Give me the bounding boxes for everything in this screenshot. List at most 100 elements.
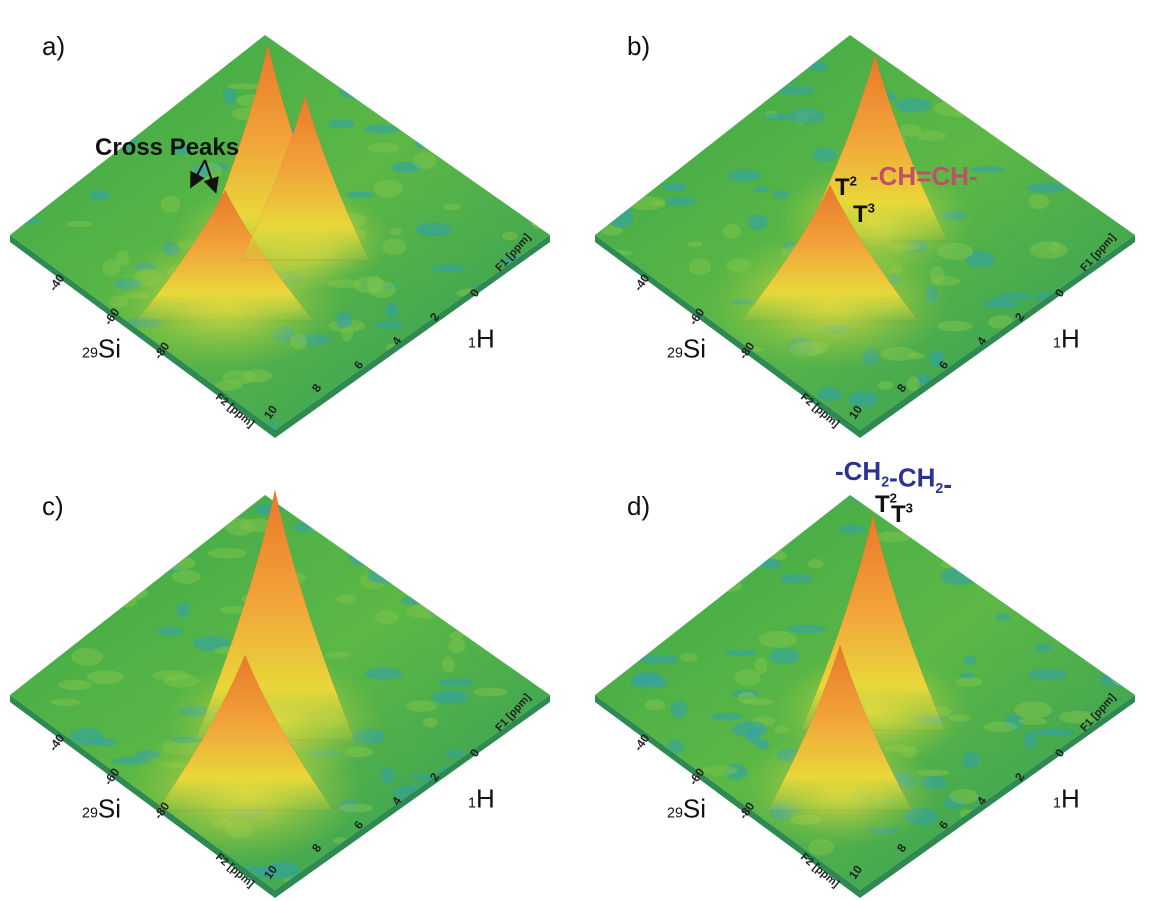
noise-spot bbox=[374, 321, 404, 329]
noise-spot bbox=[649, 522, 679, 536]
noise-spot bbox=[939, 560, 970, 569]
noise-spot bbox=[739, 418, 758, 428]
noise-spot bbox=[687, 241, 703, 248]
noise-spot bbox=[669, 320, 691, 334]
superscript: 1 bbox=[1053, 336, 1061, 352]
noise-spot bbox=[915, 35, 936, 45]
noise-spot bbox=[923, 44, 948, 54]
noise-spot bbox=[1087, 306, 1121, 323]
noise-spot bbox=[53, 534, 67, 548]
arrow bbox=[190, 159, 206, 189]
noise-spot bbox=[906, 376, 920, 392]
noise-spot bbox=[1126, 421, 1135, 430]
noise-spot bbox=[951, 546, 981, 561]
noise-spot bbox=[220, 605, 244, 614]
noise-spot bbox=[10, 271, 21, 287]
noise-spot bbox=[92, 58, 112, 73]
noise-spot bbox=[413, 152, 437, 170]
noise-spot bbox=[646, 350, 663, 368]
noise-spot bbox=[694, 53, 718, 61]
noise-spot bbox=[422, 68, 460, 84]
noise-spot bbox=[415, 222, 452, 237]
noise-spot bbox=[1008, 498, 1022, 511]
noise-spot bbox=[10, 725, 26, 744]
text-part: H bbox=[1061, 324, 1080, 354]
noise-spot bbox=[1058, 710, 1096, 724]
noise-spot bbox=[225, 518, 255, 536]
noise-spot bbox=[10, 733, 31, 748]
noise-spot bbox=[502, 231, 518, 241]
noise-spot bbox=[601, 266, 621, 276]
noise-spot bbox=[468, 615, 496, 633]
noise-spot bbox=[192, 57, 214, 75]
noise-spot bbox=[76, 883, 109, 890]
panel-label: c) bbox=[42, 491, 64, 521]
noise-spot bbox=[389, 228, 403, 236]
noise-spot bbox=[128, 376, 165, 391]
noise-spot bbox=[1093, 512, 1126, 519]
noise-spot bbox=[366, 275, 384, 293]
noise-spot bbox=[752, 186, 771, 193]
noise-spot bbox=[152, 669, 191, 681]
noise-spot bbox=[11, 95, 45, 111]
noise-spot bbox=[1118, 575, 1135, 590]
noise-spot bbox=[995, 613, 1011, 621]
noise-spot bbox=[817, 386, 843, 402]
noise-spot bbox=[1093, 647, 1109, 655]
noise-spot bbox=[480, 78, 506, 85]
noise-spot bbox=[712, 579, 743, 593]
noise-spot bbox=[385, 303, 400, 318]
text-part: Cross Peaks bbox=[95, 134, 239, 161]
noise-spot bbox=[453, 139, 474, 148]
noise-spot bbox=[662, 182, 687, 192]
noise-spot bbox=[336, 594, 356, 604]
noise-spot bbox=[445, 749, 464, 758]
peak bbox=[240, 94, 370, 261]
noise-spot bbox=[602, 119, 629, 134]
noise-spot bbox=[472, 687, 508, 697]
noise-spot bbox=[723, 45, 759, 57]
noise-spot bbox=[1018, 717, 1047, 725]
panel-label: a) bbox=[42, 31, 65, 61]
noise-spot bbox=[490, 110, 521, 118]
noise-spot bbox=[650, 200, 665, 207]
noise-spot bbox=[389, 556, 407, 566]
text-part: T bbox=[875, 491, 890, 518]
noise-spot bbox=[1049, 760, 1070, 771]
superscript: 1 bbox=[468, 336, 476, 352]
noise-spot bbox=[664, 196, 697, 206]
noise-spot bbox=[711, 712, 743, 721]
noise-spot bbox=[1071, 128, 1101, 135]
noise-spot bbox=[848, 391, 878, 408]
noise-spot bbox=[22, 85, 38, 93]
noise-spot bbox=[390, 516, 409, 533]
noise-spot bbox=[162, 522, 177, 537]
noise-spot bbox=[325, 652, 351, 659]
noise-spot bbox=[1075, 38, 1113, 51]
noise-spot bbox=[595, 115, 619, 134]
text-part: -CH bbox=[835, 456, 881, 486]
noise-spot bbox=[633, 817, 658, 835]
noise-spot bbox=[158, 417, 199, 430]
noise-spot bbox=[227, 83, 263, 90]
noise-spot bbox=[156, 626, 184, 636]
noise-spot bbox=[381, 767, 395, 783]
noise-spot bbox=[1108, 768, 1135, 777]
noise-spot bbox=[1027, 669, 1068, 680]
noise-spot bbox=[406, 603, 440, 619]
noise-spot bbox=[837, 524, 866, 534]
noise-spot bbox=[1080, 573, 1097, 590]
noise-spot bbox=[667, 739, 684, 755]
noise-spot bbox=[499, 35, 516, 41]
noise-spot bbox=[786, 624, 827, 634]
annotation: T3 bbox=[853, 200, 875, 228]
noise-spot bbox=[367, 142, 400, 153]
noise-spot bbox=[10, 35, 25, 41]
si-axis-title: 29Si bbox=[667, 334, 706, 364]
noise-spot bbox=[1075, 495, 1109, 503]
noise-spot bbox=[406, 700, 438, 712]
noise-spot bbox=[431, 689, 469, 705]
noise-spot bbox=[1032, 373, 1071, 384]
noise-spot bbox=[916, 130, 947, 141]
